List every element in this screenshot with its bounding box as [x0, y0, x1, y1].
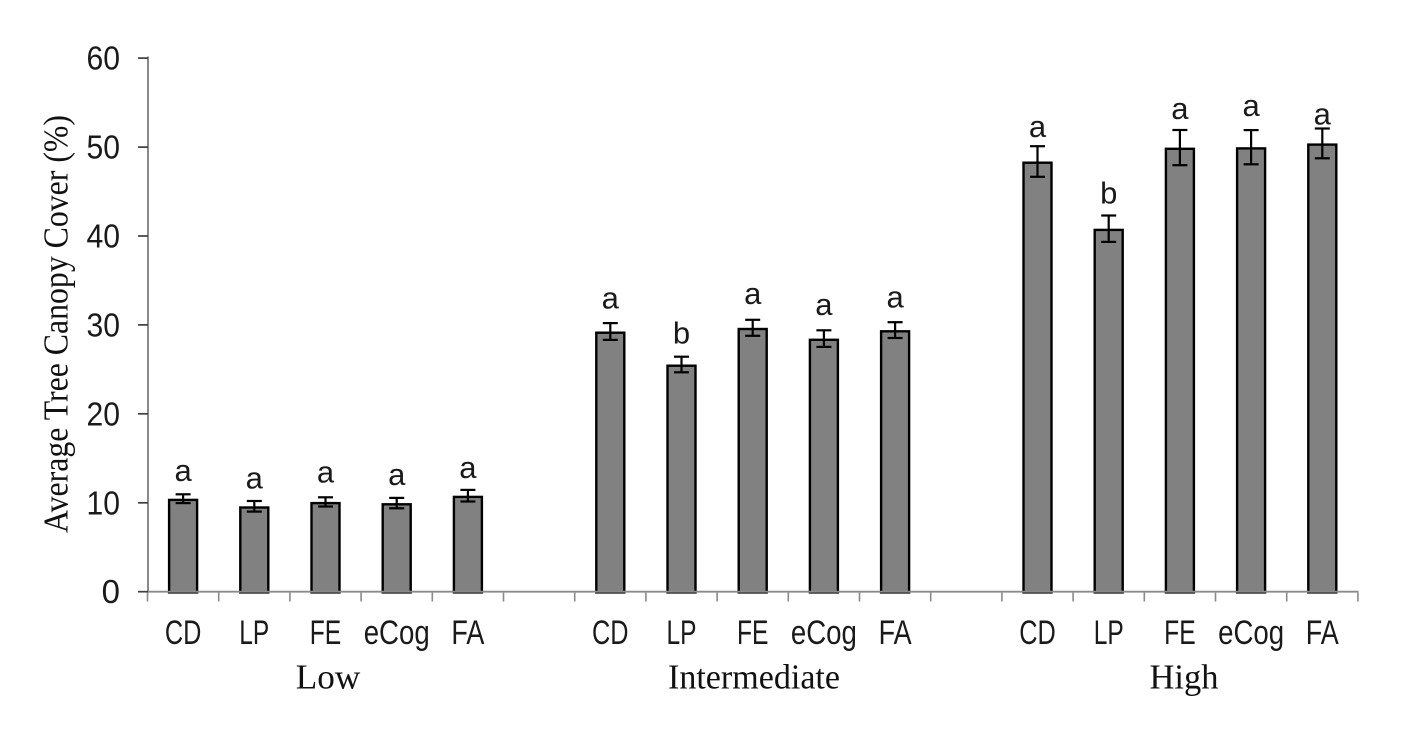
- svg-text:FE: FE: [737, 614, 769, 652]
- svg-text:CD: CD: [1019, 614, 1056, 652]
- svg-text:a: a: [1171, 91, 1189, 126]
- svg-text:eCog: eCog: [791, 614, 857, 652]
- svg-text:LP: LP: [239, 614, 269, 652]
- svg-text:FE: FE: [1164, 614, 1196, 652]
- svg-text:a: a: [174, 453, 192, 488]
- svg-text:a: a: [1029, 109, 1047, 144]
- svg-text:0: 0: [102, 573, 120, 610]
- svg-text:eCog: eCog: [364, 614, 430, 652]
- svg-text:20: 20: [87, 395, 121, 432]
- svg-text:LP: LP: [667, 614, 697, 652]
- svg-text:b: b: [673, 316, 690, 351]
- svg-text:a: a: [602, 281, 620, 316]
- svg-text:CD: CD: [592, 614, 629, 652]
- svg-text:60: 60: [87, 40, 121, 77]
- svg-text:FA: FA: [1306, 614, 1339, 652]
- svg-text:a: a: [815, 287, 833, 322]
- svg-text:eCog: eCog: [1218, 614, 1284, 652]
- svg-text:Low: Low: [296, 658, 361, 697]
- svg-text:40: 40: [87, 218, 121, 255]
- svg-text:a: a: [886, 280, 904, 315]
- svg-text:a: a: [317, 455, 335, 490]
- svg-text:FE: FE: [310, 614, 342, 652]
- svg-text:a: a: [388, 457, 406, 492]
- svg-text:FA: FA: [451, 614, 484, 652]
- svg-text:10: 10: [87, 484, 121, 521]
- svg-text:LP: LP: [1094, 614, 1124, 652]
- svg-text:30: 30: [87, 306, 121, 343]
- svg-text:High: High: [1150, 658, 1219, 697]
- svg-text:a: a: [459, 450, 477, 485]
- svg-text:FA: FA: [879, 614, 912, 652]
- svg-text:a: a: [744, 276, 762, 311]
- svg-text:Average Tree Canopy Cover (%): Average Tree Canopy Cover (%): [37, 115, 76, 533]
- svg-text:50: 50: [87, 129, 121, 166]
- svg-text:a: a: [1242, 88, 1260, 123]
- svg-text:CD: CD: [165, 614, 202, 652]
- svg-text:a: a: [246, 460, 264, 495]
- svg-text:a: a: [1314, 97, 1332, 132]
- svg-text:Intermediate: Intermediate: [668, 658, 840, 697]
- svg-text:b: b: [1100, 176, 1117, 211]
